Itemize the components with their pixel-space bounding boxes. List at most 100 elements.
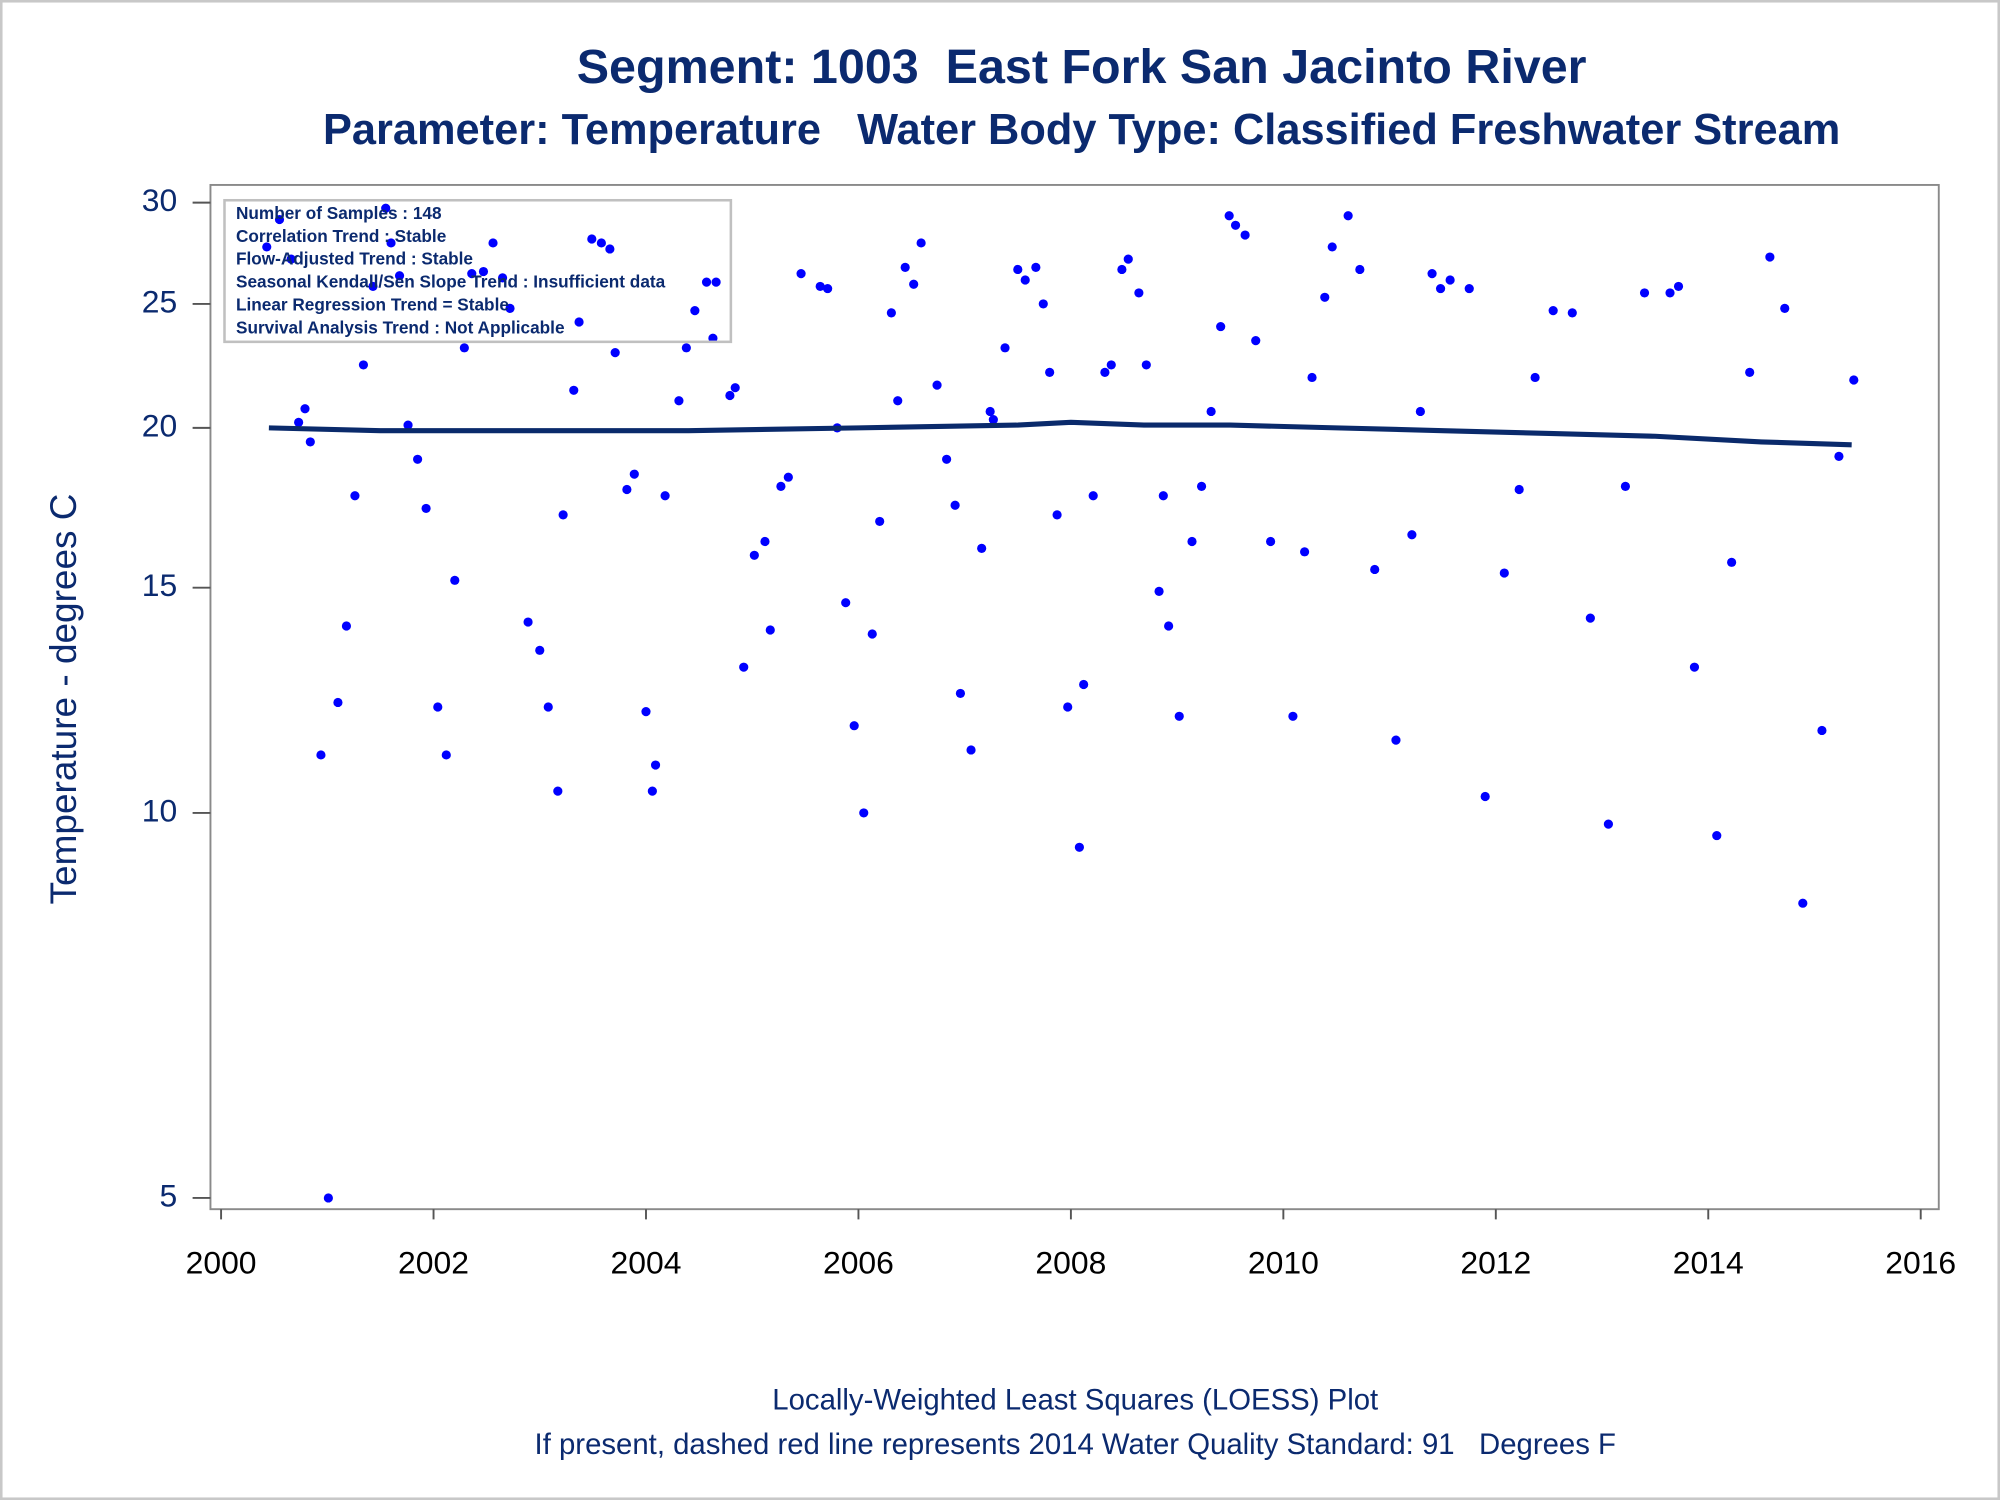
sample-point [1206, 406, 1216, 417]
sample-point [478, 266, 489, 277]
sample-point [966, 745, 976, 755]
sample-point [300, 404, 310, 414]
sample-point [849, 721, 859, 731]
sample-point [1514, 484, 1524, 495]
sample-point [1123, 254, 1133, 264]
sample-point [558, 510, 568, 520]
sample-point [867, 629, 877, 639]
sample-point [1499, 568, 1509, 578]
annotation-box [223, 198, 733, 344]
sample-point [341, 621, 352, 631]
x-tick-label: 2004 [611, 1245, 682, 1281]
sample-point [305, 437, 315, 447]
sample-point [587, 234, 597, 244]
sample-point [701, 277, 712, 287]
sample-point [988, 415, 998, 425]
sample-point [1780, 303, 1790, 313]
y-tick-label: 25 [142, 283, 177, 319]
sample-point [1427, 269, 1437, 279]
sample-point [681, 343, 691, 353]
sample-point [1355, 264, 1365, 275]
x-tick-label: 2010 [1248, 1245, 1319, 1281]
x-tick-label: 2012 [1460, 1245, 1531, 1281]
y-tick-label: 15 [142, 567, 177, 603]
sample-point [286, 254, 296, 264]
sample-point [900, 262, 910, 272]
sample-point [1603, 819, 1614, 829]
sample-point [765, 625, 775, 635]
sample-point [893, 396, 903, 406]
sample-point [1196, 481, 1207, 491]
sample-point [569, 385, 579, 395]
sample-point [950, 500, 960, 510]
sample-point [1013, 264, 1023, 275]
sample-point [1230, 220, 1241, 230]
sample-point [1000, 343, 1010, 353]
sample-point [1464, 283, 1474, 294]
sample-point [776, 481, 786, 491]
sample-point [749, 550, 759, 560]
sample-point [610, 348, 620, 358]
annotation-text: Seasonal Kendall/Sen Slope Trend : Insuf… [236, 272, 666, 292]
sample-point [543, 702, 553, 712]
sample-point [1216, 321, 1226, 332]
sample-point [274, 214, 285, 225]
sample-point [783, 472, 793, 482]
sample-point [674, 396, 684, 406]
sample-point [1063, 702, 1073, 712]
sample-point [660, 491, 670, 501]
loess-line [268, 419, 1852, 448]
sample-point [1117, 264, 1127, 275]
sample-point [1052, 510, 1062, 520]
sample-point [909, 279, 919, 289]
x-tick-label: 2000 [186, 1245, 257, 1281]
sample-point [1327, 242, 1337, 252]
sample-point [1415, 406, 1425, 417]
sample-point [1266, 536, 1276, 547]
sample-point [1391, 735, 1401, 745]
sample-point [1307, 372, 1317, 383]
annotation-text: Flow-Adjusted Trend : Stable [236, 249, 473, 269]
sample-point [823, 283, 833, 294]
x-tick-label: 2014 [1673, 1245, 1744, 1281]
sample-point [711, 277, 721, 287]
sample-point [403, 420, 413, 430]
sample-point [1174, 711, 1184, 721]
sample-point [1158, 491, 1168, 501]
sample-point [497, 273, 508, 283]
sample-point [1727, 557, 1737, 567]
sample-point [1480, 791, 1490, 802]
sample-point [1100, 367, 1110, 377]
sample-point [1745, 367, 1755, 377]
sample-point [796, 269, 806, 279]
sample-point [730, 383, 740, 393]
y-tick-label: 30 [142, 182, 177, 218]
sample-point [1567, 308, 1577, 318]
sample-point [690, 306, 700, 316]
sample-point [413, 454, 423, 464]
sample-point [875, 516, 885, 527]
sample-point [523, 617, 533, 627]
sample-point [450, 575, 460, 585]
annotation-text: Number of Samples : 148 [236, 203, 442, 223]
sample-point [985, 406, 995, 417]
sample-point [1074, 842, 1084, 852]
sample-point [1224, 211, 1234, 221]
sample-point [441, 750, 451, 760]
sample-point [488, 238, 498, 248]
sample-point [394, 271, 405, 281]
sample-point [760, 536, 770, 547]
x-tick-label: 2016 [1885, 1245, 1956, 1281]
sample-point [467, 269, 477, 279]
sample-point [1154, 586, 1164, 596]
sample-point [333, 697, 343, 708]
sample-point [1088, 491, 1098, 501]
sample-point [358, 360, 369, 370]
sample-point [605, 244, 615, 254]
sample-point [1300, 547, 1310, 557]
sample-point [1038, 299, 1048, 309]
y-tick-label: 10 [142, 792, 177, 828]
sample-point [1435, 283, 1446, 294]
sample-point [368, 281, 378, 292]
